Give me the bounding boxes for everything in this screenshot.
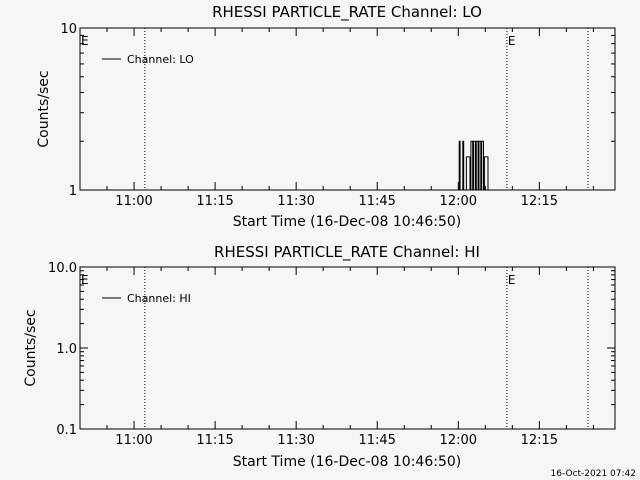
series-line-lo [447, 140, 489, 191]
y-tick-label: 1.0 [56, 342, 77, 357]
footer-timestamp: 16-Oct-2021 07:42 [551, 469, 636, 479]
x-tick-label: 11:30 [277, 194, 314, 209]
y-tick-label: 1 [69, 184, 77, 199]
chart-title-lo: RHESSI PARTICLE_RATE Channel: LO [212, 3, 482, 22]
y-axis-label-hi: Counts/sec [23, 309, 39, 386]
e-marker-label: E [508, 273, 516, 287]
x-tick-label: 11:00 [115, 194, 152, 209]
x-tick-label: 12:15 [521, 194, 558, 209]
legend-label-lo: Channel: LO [127, 53, 194, 66]
x-tick-label: 12:00 [440, 194, 477, 209]
y-tick-label: 0.1 [56, 423, 77, 438]
x-tick-label: 12:00 [440, 433, 477, 448]
chart-title-hi: RHESSI PARTICLE_RATE Channel: HI [214, 243, 480, 262]
legend-label-hi: Channel: HI [127, 292, 191, 305]
x-axis-label-lo: Start Time (16-Dec-08 10:46:50) [233, 214, 461, 230]
y-tick-label: 10 [60, 22, 77, 37]
y-tick-label: 10.0 [48, 261, 77, 276]
x-tick-label: 12:15 [521, 433, 558, 448]
x-tick-label: 11:15 [196, 194, 233, 209]
chart-panel-lo: RHESSI PARTICLE_RATE Channel: LO 11:00 11… [36, 3, 616, 230]
x-axis-label-hi: Start Time (16-Dec-08 10:46:50) [233, 454, 461, 470]
chart-panel-hi: RHESSI PARTICLE_RATE Channel: HI 11:00 11… [23, 243, 616, 470]
plot-marks-hi: 11:00 11:15 11:30 11:45 12:00 12:15 0.1 1.0 10.0… [48, 261, 615, 448]
x-tick-label: 11:45 [358, 194, 395, 209]
x-tick-label: 11:45 [358, 433, 395, 448]
e-marker-label: E [508, 34, 516, 48]
plot-frame-lo [79, 27, 616, 191]
e-marker-label: E [81, 34, 89, 48]
x-tick-label: 11:30 [277, 433, 314, 448]
y-axis-label-lo: Counts/sec [36, 70, 52, 147]
x-tick-label: 11:15 [196, 433, 233, 448]
e-marker-label: E [81, 273, 89, 287]
x-tick-label: 11:00 [115, 433, 152, 448]
plot-marks-lo: 11:00 11:15 11:30 11:45 12:00 12:15 1 10 E E Chann… [60, 22, 615, 209]
